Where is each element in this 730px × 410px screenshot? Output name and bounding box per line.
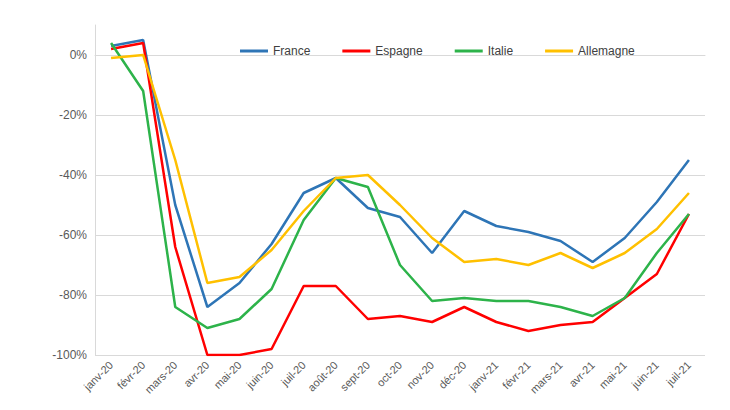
svg-text:juin-20: juin-20 xyxy=(243,359,276,392)
svg-text:juil-20: juil-20 xyxy=(278,359,308,389)
svg-text:mars-20: mars-20 xyxy=(143,359,180,396)
svg-text:Italie: Italie xyxy=(488,44,514,58)
svg-text:juil-21: juil-21 xyxy=(663,359,693,389)
svg-text:mars-21: mars-21 xyxy=(528,359,565,396)
svg-text:mai-21: mai-21 xyxy=(597,359,629,391)
svg-text:France: France xyxy=(273,44,311,58)
svg-text:0%: 0% xyxy=(70,48,88,62)
svg-text:juin-21: juin-21 xyxy=(629,359,662,392)
svg-text:Espagne: Espagne xyxy=(375,44,423,58)
svg-text:-100%: -100% xyxy=(52,348,87,362)
svg-text:févr-20: févr-20 xyxy=(114,358,148,392)
svg-text:nov-20: nov-20 xyxy=(404,359,436,391)
svg-text:avr-20: avr-20 xyxy=(181,359,212,390)
svg-text:août-20: août-20 xyxy=(305,359,340,394)
svg-text:-60%: -60% xyxy=(59,228,87,242)
svg-text:oct-20: oct-20 xyxy=(374,359,404,389)
svg-text:avr-21: avr-21 xyxy=(566,359,597,390)
svg-text:mai-20: mai-20 xyxy=(211,359,243,391)
svg-text:-80%: -80% xyxy=(59,288,87,302)
svg-text:Allemagne: Allemagne xyxy=(578,44,635,58)
svg-text:févr-21: févr-21 xyxy=(500,358,533,392)
svg-text:-20%: -20% xyxy=(59,108,87,122)
svg-text:janv-21: janv-21 xyxy=(466,359,501,394)
svg-text:janv-20: janv-20 xyxy=(81,359,116,394)
svg-text:-40%: -40% xyxy=(59,168,87,182)
svg-text:sept-20: sept-20 xyxy=(338,359,372,393)
svg-text:déc-20: déc-20 xyxy=(436,359,468,391)
